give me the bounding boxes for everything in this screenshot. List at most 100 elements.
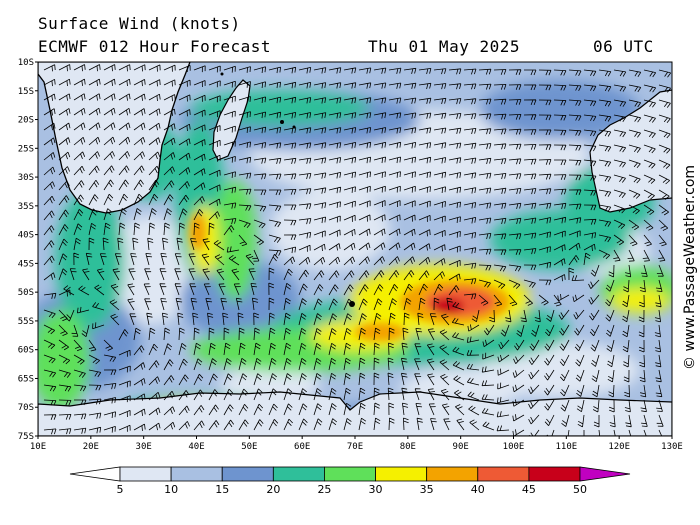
wind-barb bbox=[448, 68, 462, 75]
wind-barb bbox=[483, 324, 495, 336]
wind-barb bbox=[202, 238, 210, 251]
wind-barb bbox=[208, 211, 220, 221]
wind-barb bbox=[253, 142, 267, 149]
wind-barb bbox=[283, 388, 293, 401]
wind-barb bbox=[415, 403, 423, 416]
wind-barb bbox=[497, 396, 510, 404]
wind-barb bbox=[233, 283, 241, 296]
wind-barb bbox=[440, 388, 450, 401]
wind-barb bbox=[298, 157, 312, 164]
wind-speed-legend: 5 10 15 20 25 30 35 40 45 50 bbox=[69, 466, 631, 496]
wind-barb bbox=[133, 122, 146, 131]
wind-barb bbox=[568, 69, 582, 76]
wind-barb bbox=[403, 312, 410, 326]
wind-barb bbox=[573, 309, 585, 320]
wind-barb bbox=[643, 144, 656, 154]
wind-barb bbox=[133, 193, 143, 206]
wind-barb bbox=[478, 264, 492, 271]
wind-barb bbox=[403, 97, 417, 104]
wind-barb bbox=[643, 189, 655, 200]
wind-barb bbox=[606, 339, 615, 352]
wind-barb bbox=[174, 283, 182, 296]
wind-barb bbox=[628, 234, 638, 247]
wind-barb bbox=[538, 279, 552, 286]
wind-barb bbox=[43, 93, 56, 101]
wind-barb bbox=[388, 312, 396, 326]
wind-barb bbox=[223, 156, 236, 163]
wind-barb bbox=[598, 84, 612, 92]
wind-barb bbox=[298, 403, 308, 416]
wind-barb bbox=[448, 273, 461, 281]
latitude-label: 45S bbox=[18, 259, 34, 269]
wind-barb bbox=[238, 234, 248, 247]
wind-barb bbox=[418, 82, 432, 90]
wind-barb bbox=[283, 173, 297, 180]
wind-barb bbox=[605, 309, 615, 322]
wind-barb bbox=[568, 230, 581, 238]
wind-barb bbox=[193, 109, 206, 117]
wind-barb bbox=[403, 112, 417, 119]
wind-barb bbox=[388, 402, 395, 416]
wind-barb bbox=[253, 204, 267, 212]
wind-barb bbox=[328, 328, 337, 341]
latitude-label: 70S bbox=[18, 403, 34, 413]
wind-barb bbox=[403, 228, 416, 236]
wind-barb bbox=[508, 188, 522, 195]
legend-max-arrow bbox=[579, 466, 631, 482]
legend-label: 5 bbox=[117, 483, 124, 496]
wind-barb bbox=[328, 157, 342, 164]
wind-barb bbox=[132, 237, 139, 251]
wind-barb bbox=[99, 253, 107, 266]
wind-barb bbox=[439, 344, 450, 356]
wind-barb bbox=[58, 399, 72, 406]
wind-barb bbox=[493, 98, 507, 105]
latitude-label: 60S bbox=[18, 346, 34, 356]
wind-barb bbox=[283, 157, 297, 164]
wind-barb bbox=[493, 202, 507, 209]
wind-barb bbox=[655, 294, 662, 308]
wind-barb bbox=[523, 84, 537, 91]
wind-barb bbox=[238, 111, 251, 118]
legend-label: 40 bbox=[471, 483, 485, 496]
wind-barb bbox=[133, 423, 146, 431]
wind-barb bbox=[463, 113, 477, 120]
wind-barb bbox=[88, 93, 101, 101]
wind-barb bbox=[223, 186, 237, 194]
wind-barb bbox=[103, 64, 116, 72]
wind-barb bbox=[193, 182, 206, 191]
wind-barb bbox=[598, 189, 612, 197]
wind-barb bbox=[523, 294, 533, 306]
wind-barb bbox=[478, 98, 492, 105]
wind-barb bbox=[553, 258, 566, 266]
wind-barb bbox=[418, 243, 431, 251]
wind-barb bbox=[433, 112, 447, 119]
wind-barb bbox=[268, 219, 282, 228]
wind-barb bbox=[177, 312, 184, 326]
wind-barb bbox=[559, 369, 570, 382]
wind-barb bbox=[439, 329, 450, 341]
wind-barb bbox=[253, 157, 267, 164]
wind-barb bbox=[478, 172, 492, 179]
wind-barb bbox=[538, 144, 552, 151]
wind-barb bbox=[58, 354, 71, 365]
wind-barb bbox=[298, 97, 312, 104]
wind-barb bbox=[313, 418, 323, 431]
wind-barb bbox=[448, 113, 462, 120]
wind-barb bbox=[641, 414, 648, 427]
wind-barb bbox=[478, 294, 489, 306]
wind-barb bbox=[313, 187, 327, 194]
wind-barb bbox=[159, 268, 167, 281]
wind-barb bbox=[283, 234, 297, 241]
wind-barb bbox=[403, 270, 415, 281]
wind-barb bbox=[613, 99, 627, 107]
wind-barb bbox=[85, 252, 93, 266]
wind-barb bbox=[583, 144, 597, 152]
wind-barb bbox=[238, 156, 252, 164]
legend-swatch bbox=[221, 466, 274, 482]
wind-barb bbox=[568, 189, 582, 196]
wind-barb bbox=[388, 228, 401, 236]
wind-barb bbox=[528, 369, 540, 380]
wind-barb bbox=[73, 64, 86, 72]
wind-barb bbox=[388, 298, 397, 311]
longitude-label: 60E bbox=[294, 442, 310, 452]
